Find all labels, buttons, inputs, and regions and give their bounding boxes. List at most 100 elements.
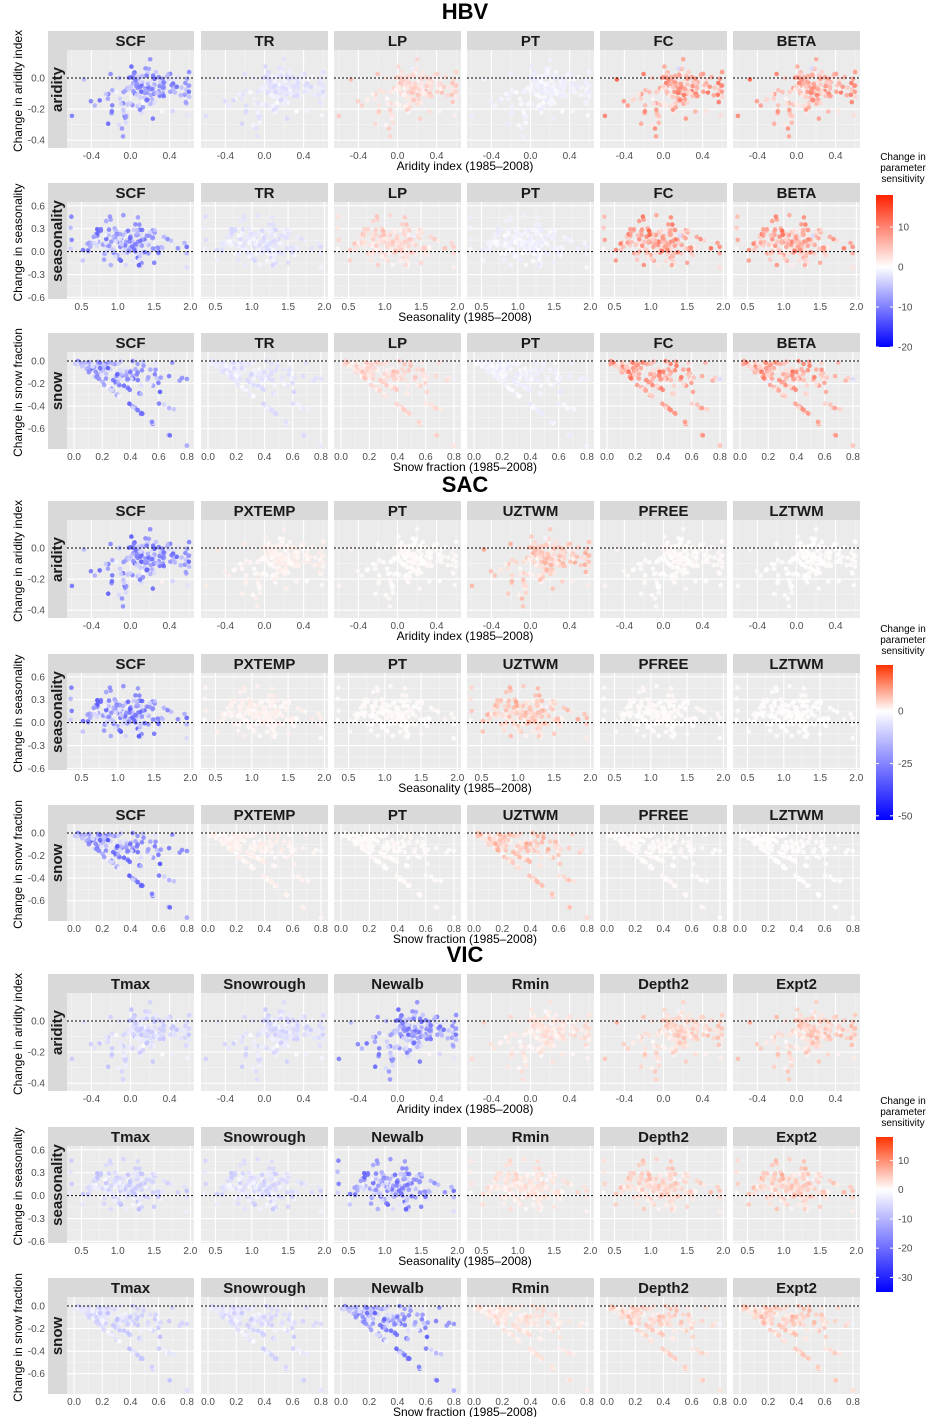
data-point	[240, 714, 246, 720]
x-tick-label: 1.5	[680, 302, 694, 313]
data-point	[664, 541, 670, 546]
data-point	[396, 715, 402, 720]
data-point	[509, 239, 514, 244]
data-point	[746, 258, 752, 263]
data-point	[392, 376, 398, 382]
y-tick-label: 0.3	[31, 695, 45, 706]
data-point	[276, 720, 282, 726]
data-point	[668, 361, 673, 367]
data-point	[803, 84, 809, 90]
data-point	[284, 246, 290, 251]
data-point	[277, 88, 282, 93]
data-point	[396, 64, 401, 69]
data-point	[686, 69, 692, 75]
data-point	[269, 407, 275, 413]
data-point	[690, 83, 695, 89]
data-point	[718, 112, 723, 118]
data-point	[384, 257, 389, 262]
data-point	[544, 73, 549, 79]
data-point	[336, 214, 341, 219]
data-point	[414, 57, 420, 62]
data-point	[794, 544, 800, 550]
x-tick-label: -0.4	[350, 621, 368, 632]
data-point	[769, 561, 775, 567]
data-point	[686, 539, 692, 545]
data-point	[249, 361, 255, 366]
data-point	[446, 555, 451, 560]
data-point	[289, 560, 294, 566]
data-point	[717, 244, 722, 250]
data-point	[275, 363, 280, 369]
data-point	[244, 247, 249, 252]
data-point	[115, 371, 120, 377]
data-point	[799, 222, 804, 227]
data-point	[414, 700, 420, 706]
data-point	[106, 714, 112, 720]
data-point	[255, 383, 261, 389]
data-point	[279, 551, 285, 557]
data-point	[579, 555, 584, 560]
data-point	[407, 575, 413, 580]
data-point	[793, 369, 799, 375]
data-point	[68, 246, 73, 252]
data-point	[168, 238, 174, 243]
data-point	[810, 543, 815, 549]
data-point	[413, 375, 418, 380]
panel-strip	[67, 31, 194, 50]
data-point	[673, 575, 679, 580]
data-point	[709, 544, 714, 550]
data-point	[672, 368, 678, 373]
x-tick-label: 0.4	[258, 452, 272, 463]
data-point	[515, 361, 521, 366]
data-point	[517, 566, 523, 572]
panel-strip-label: TR	[255, 185, 275, 202]
data-point	[165, 542, 171, 547]
data-point	[544, 568, 549, 573]
data-point	[247, 709, 253, 715]
data-point	[377, 557, 382, 563]
data-point	[420, 539, 426, 545]
data-point	[702, 552, 707, 558]
data-point	[789, 262, 795, 268]
data-point	[453, 69, 459, 75]
data-point	[277, 536, 282, 541]
data-point	[102, 704, 108, 709]
data-point	[661, 544, 667, 550]
data-point	[109, 573, 115, 578]
data-point	[851, 582, 856, 588]
data-point	[409, 249, 415, 255]
x-tick-label: 0.5	[209, 302, 223, 313]
data-point	[619, 368, 625, 374]
data-point	[134, 699, 140, 704]
data-point	[254, 134, 260, 139]
data-point	[784, 101, 790, 107]
data-point	[768, 233, 774, 238]
data-point	[787, 212, 792, 218]
data-point	[146, 375, 151, 380]
data-point	[849, 80, 854, 86]
data-point	[668, 407, 674, 413]
data-point	[548, 382, 553, 387]
data-point	[763, 98, 768, 103]
y-tick-label: 0.0	[31, 357, 45, 368]
data-point	[286, 228, 292, 233]
data-point	[109, 103, 115, 108]
data-point	[717, 376, 723, 382]
data-point	[662, 244, 668, 249]
data-point	[849, 569, 855, 575]
data-point	[175, 717, 181, 722]
data-point	[783, 96, 789, 102]
data-point	[274, 100, 280, 105]
data-point	[676, 88, 681, 93]
data-point	[602, 583, 608, 589]
data-point	[178, 563, 183, 568]
data-point	[636, 91, 642, 97]
data-point	[121, 107, 126, 113]
data-point	[364, 365, 370, 371]
data-point	[527, 101, 533, 106]
data-point	[278, 233, 284, 238]
data-point	[818, 82, 823, 87]
data-point	[240, 227, 246, 232]
data-point	[753, 244, 759, 249]
data-point	[552, 76, 557, 82]
